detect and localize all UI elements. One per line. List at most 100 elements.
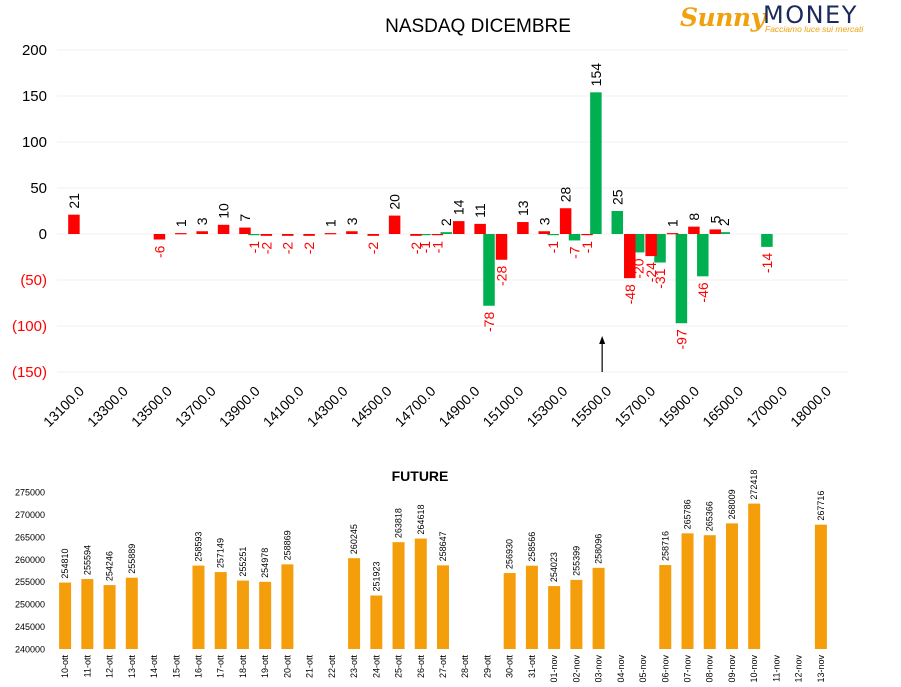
- future-bar: [592, 567, 605, 649]
- data-label: 154: [588, 63, 604, 87]
- data-label: 255251: [238, 547, 248, 577]
- data-label: -2: [280, 242, 296, 255]
- future-bar: [525, 565, 538, 649]
- data-label: 267716: [816, 491, 826, 521]
- y-tick-label: 150: [22, 88, 47, 105]
- x-tick-label: 25-ott: [394, 655, 404, 679]
- data-label: 3: [194, 217, 210, 225]
- data-label: 263818: [394, 508, 404, 538]
- future-bar: [437, 565, 449, 649]
- data-label: 256930: [505, 539, 515, 569]
- data-label: -1: [246, 241, 262, 254]
- y-tick-label: 0: [39, 226, 47, 243]
- red-bar: [303, 234, 315, 236]
- x-tick-label: 14-ott: [149, 655, 159, 679]
- red-bar: [538, 231, 551, 234]
- x-tick-label: 15-ott: [171, 655, 181, 679]
- data-label: 3: [536, 217, 552, 225]
- y-tick-label: 50: [30, 180, 47, 197]
- red-bar: [68, 214, 80, 234]
- x-tick-label: 16500.0: [699, 383, 746, 430]
- data-label: -1: [579, 241, 595, 254]
- data-label: -46: [695, 282, 711, 302]
- x-tick-label: 15900.0: [655, 383, 702, 430]
- data-label: 1: [665, 219, 681, 227]
- red-bar: [495, 234, 508, 260]
- red-bar: [666, 233, 679, 235]
- x-tick-label: 14100.0: [260, 383, 307, 430]
- future-bar: [370, 595, 383, 649]
- x-tick-label: 13-ott: [127, 655, 137, 679]
- data-label: 2: [438, 218, 454, 226]
- green-bar: [483, 234, 495, 306]
- future-bar: [81, 579, 94, 649]
- green-bar: [611, 211, 624, 234]
- x-tick-label: 08-nov: [705, 655, 715, 683]
- x-tick-label: 14900.0: [435, 383, 482, 430]
- x-tick-label: 13300.0: [84, 383, 131, 430]
- x-tick-label: 15100.0: [479, 383, 526, 430]
- data-label: -1: [545, 241, 561, 254]
- x-tick-label: 18-ott: [238, 655, 248, 679]
- data-label: 255399: [571, 546, 581, 576]
- x-tick-label: 24-ott: [371, 655, 381, 679]
- data-label: -2: [365, 242, 381, 255]
- data-label: -1: [429, 241, 445, 254]
- future-bar: [681, 533, 694, 649]
- y-tick-label: 255000: [15, 577, 45, 587]
- x-tick-label: 31-ott: [527, 655, 537, 679]
- data-label: 268009: [727, 489, 737, 519]
- x-tick-label: 27-ott: [438, 655, 448, 679]
- data-label: 254810: [60, 549, 70, 579]
- x-tick-label: 22-ott: [327, 655, 337, 679]
- x-tick-label: 20-ott: [282, 655, 292, 679]
- data-label: -28: [494, 266, 510, 286]
- logo: Sunny MONEY Facciamo luce sui mercati: [676, 1, 886, 40]
- x-tick-label: 07-nov: [683, 655, 693, 683]
- data-label: 258096: [594, 534, 604, 564]
- green-bar: [590, 92, 602, 234]
- x-tick-label: 04-nov: [616, 655, 626, 683]
- data-label: -14: [759, 253, 775, 273]
- future-bar: [748, 503, 761, 649]
- x-tick-label: 30-ott: [505, 655, 515, 679]
- future-bar: [503, 573, 516, 649]
- data-label: 258869: [282, 530, 292, 560]
- data-label: 254246: [105, 551, 115, 581]
- x-tick-label: 15700.0: [611, 383, 658, 430]
- data-label: 28: [558, 186, 574, 202]
- data-label: 258566: [527, 532, 537, 562]
- red-bar: [175, 233, 187, 235]
- green-bar: [419, 234, 431, 236]
- data-label: -2: [408, 242, 424, 255]
- x-tick-label: 02-nov: [571, 655, 581, 683]
- green-bar: [654, 234, 666, 263]
- data-label: 21: [66, 193, 82, 209]
- green-bar: [761, 234, 773, 247]
- y-tick-label: 200: [22, 42, 47, 59]
- y-tick-label: 275000: [15, 488, 45, 498]
- x-tick-label: 14300.0: [304, 383, 351, 430]
- red-bar: [281, 234, 294, 236]
- x-tick-label: 23-ott: [349, 655, 359, 679]
- y-tick-label: 260000: [15, 555, 45, 565]
- x-tick-label: 09-nov: [727, 655, 737, 683]
- x-tick-label: 12-nov: [794, 655, 804, 683]
- data-label: 265786: [683, 499, 693, 529]
- x-tick-label: 29-ott: [482, 655, 492, 679]
- chart-title: FUTURE: [392, 468, 449, 484]
- future-bar: [703, 535, 716, 649]
- logo-sunny-text: Sunny: [680, 3, 765, 32]
- y-tick-label: 270000: [15, 510, 45, 520]
- data-label: 255889: [127, 544, 137, 574]
- future-bar: [103, 585, 116, 649]
- red-bar: [346, 231, 358, 234]
- x-tick-label: 10-ott: [60, 655, 70, 679]
- future-bar: [214, 572, 227, 649]
- x-tick-label: 01-nov: [549, 655, 559, 683]
- data-label: -31: [652, 268, 668, 288]
- data-label: 260245: [349, 524, 359, 554]
- x-tick-label: 06-nov: [660, 655, 670, 683]
- future-bar: [125, 577, 138, 649]
- data-label: -7: [567, 246, 583, 259]
